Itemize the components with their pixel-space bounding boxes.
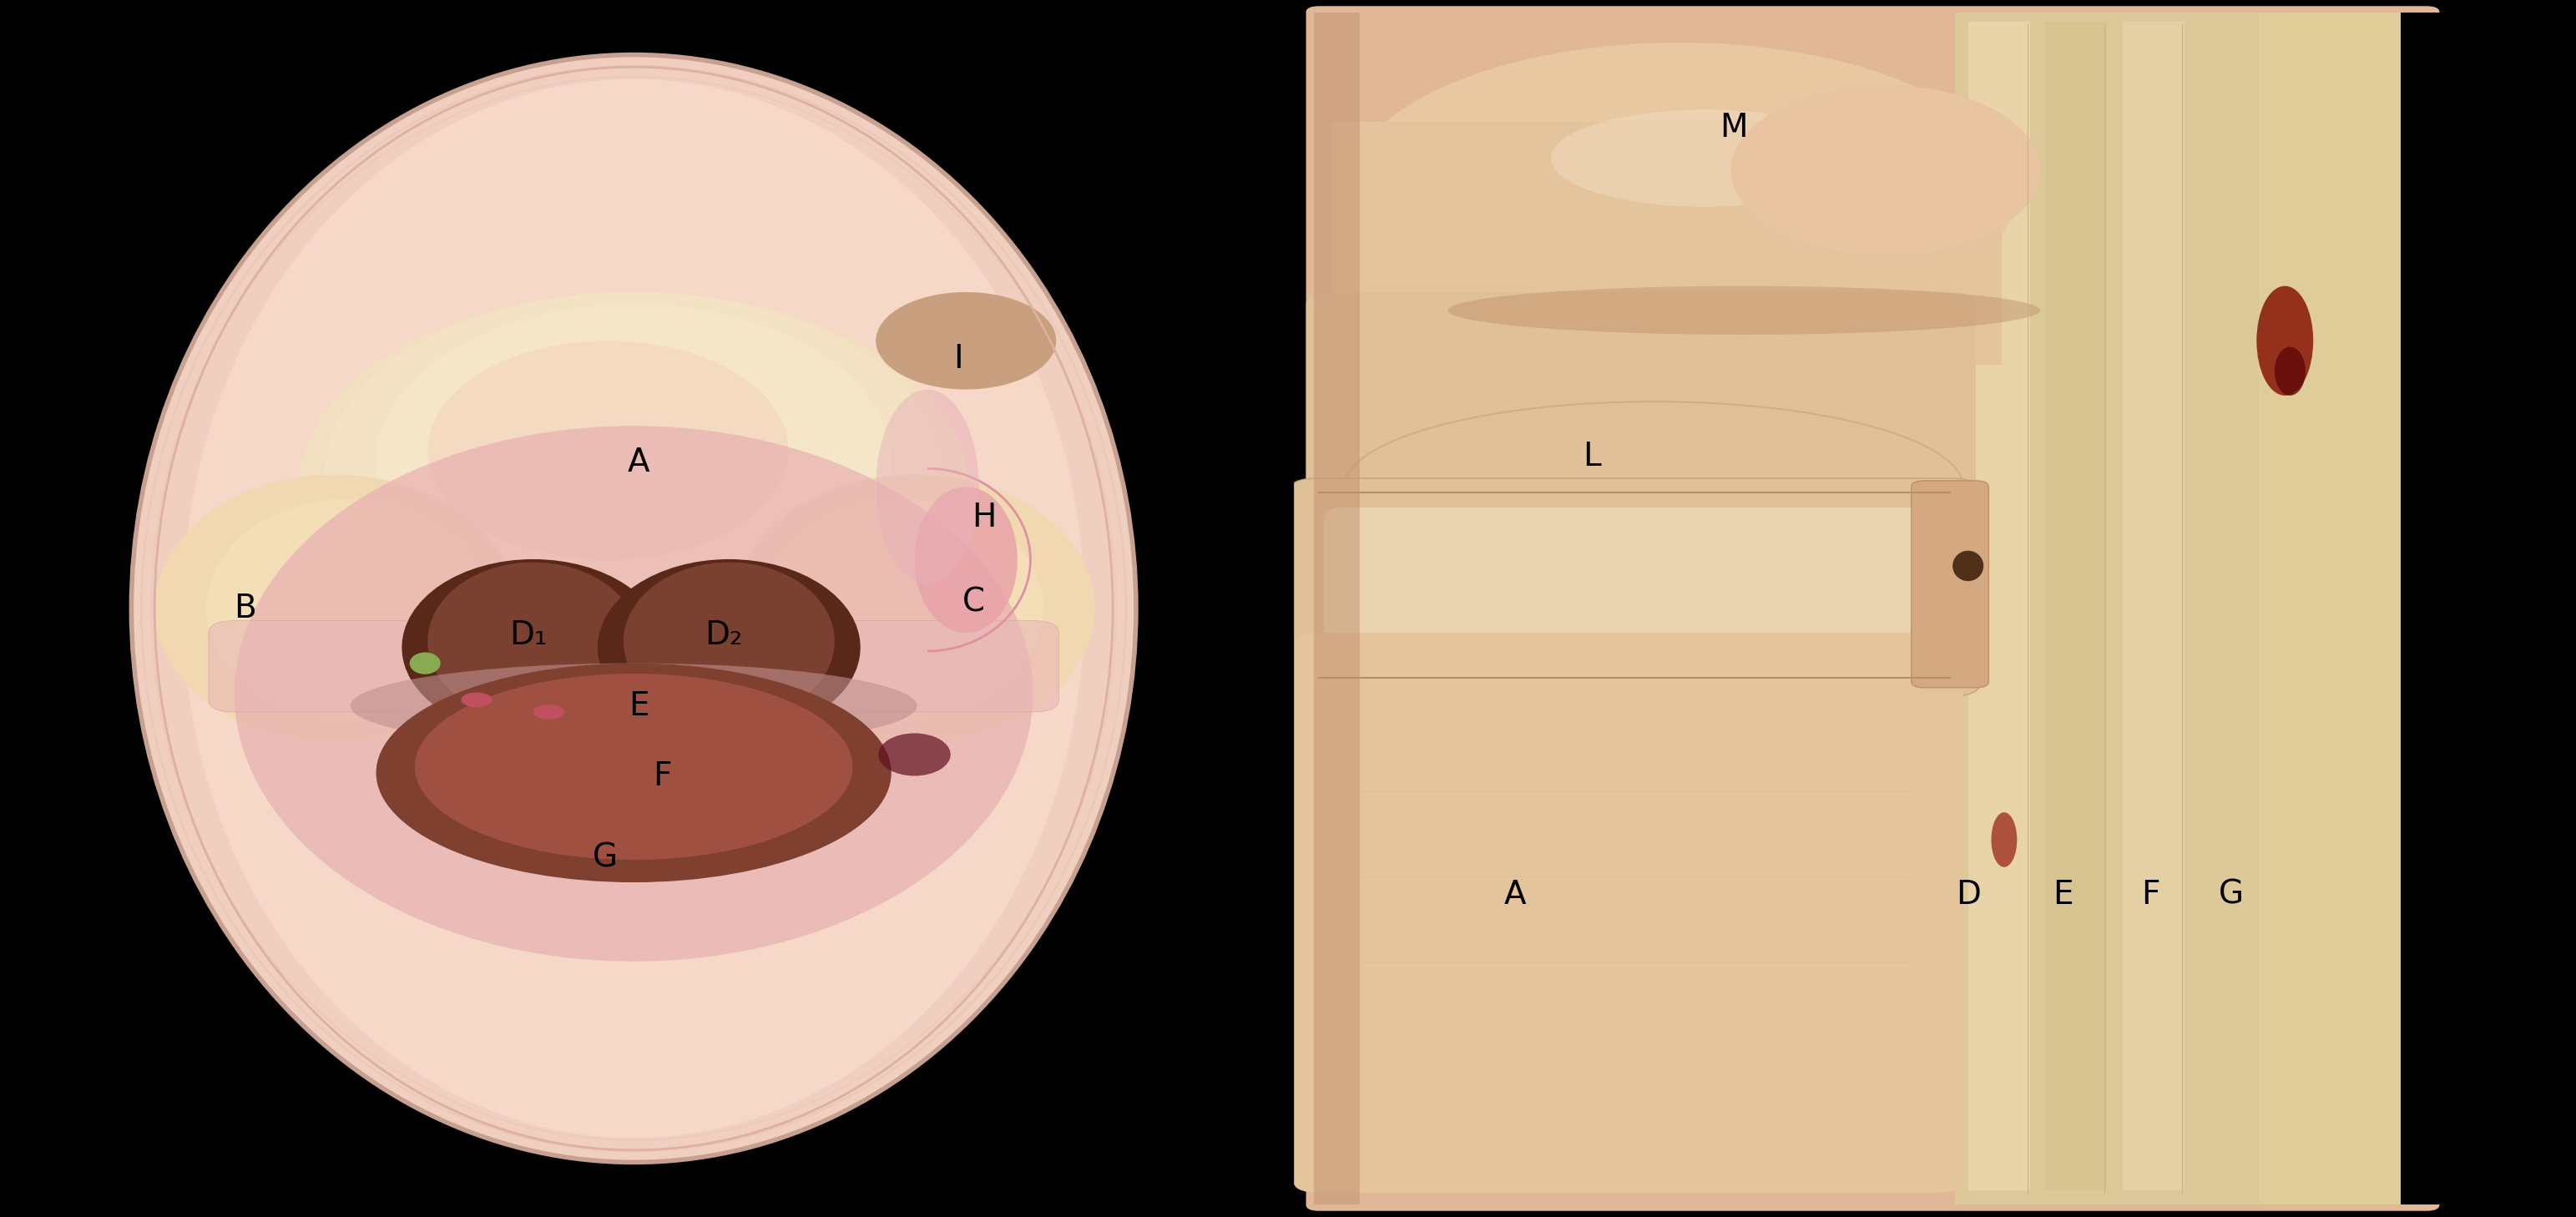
Ellipse shape — [1731, 85, 2040, 256]
Circle shape — [461, 692, 492, 707]
Ellipse shape — [428, 562, 639, 720]
FancyBboxPatch shape — [1293, 633, 1963, 1193]
Point — [1316, 869, 1347, 884]
FancyBboxPatch shape — [2123, 22, 2184, 1190]
Circle shape — [533, 705, 564, 719]
FancyBboxPatch shape — [1332, 122, 2002, 365]
Point — [1316, 784, 1347, 798]
Point — [1896, 954, 1927, 969]
Text: M: M — [1721, 112, 1747, 144]
Ellipse shape — [131, 55, 1136, 1162]
Ellipse shape — [2275, 347, 2306, 396]
Ellipse shape — [234, 426, 1033, 961]
Text: L: L — [1582, 441, 1602, 472]
FancyBboxPatch shape — [1324, 507, 1932, 673]
Point — [1896, 1039, 1927, 1054]
Text: F: F — [652, 761, 672, 792]
FancyBboxPatch shape — [2259, 12, 2401, 1205]
Ellipse shape — [1953, 550, 1984, 582]
Text: I: I — [953, 343, 963, 375]
Text: G: G — [592, 842, 618, 874]
FancyBboxPatch shape — [209, 621, 1059, 712]
FancyBboxPatch shape — [1293, 0, 2576, 1217]
Ellipse shape — [2257, 286, 2313, 396]
Ellipse shape — [350, 663, 917, 748]
Ellipse shape — [734, 475, 1095, 742]
Text: F: F — [2141, 879, 2161, 910]
Ellipse shape — [876, 389, 979, 584]
Ellipse shape — [876, 292, 1056, 389]
Ellipse shape — [1448, 286, 2040, 335]
Point — [1896, 869, 1927, 884]
Ellipse shape — [206, 499, 489, 718]
Ellipse shape — [1551, 110, 1860, 207]
Ellipse shape — [598, 560, 860, 735]
Ellipse shape — [1991, 813, 2017, 867]
FancyBboxPatch shape — [2401, 12, 2576, 1205]
Ellipse shape — [1345, 43, 2014, 347]
Point — [1316, 1039, 1347, 1054]
Ellipse shape — [914, 487, 1018, 633]
Ellipse shape — [155, 475, 515, 742]
Point — [1896, 784, 1927, 798]
Ellipse shape — [376, 304, 891, 621]
FancyBboxPatch shape — [1288, 478, 1981, 696]
FancyBboxPatch shape — [1314, 12, 1360, 1205]
FancyBboxPatch shape — [1955, 12, 2393, 1205]
FancyBboxPatch shape — [1306, 6, 2439, 1211]
Ellipse shape — [142, 66, 1126, 1151]
FancyBboxPatch shape — [2045, 22, 2107, 1190]
Ellipse shape — [878, 733, 951, 776]
Text: D₁: D₁ — [510, 619, 546, 651]
Ellipse shape — [183, 79, 1084, 1138]
FancyBboxPatch shape — [1968, 22, 2030, 1190]
Text: E: E — [2053, 879, 2074, 910]
Ellipse shape — [410, 652, 440, 674]
Text: B: B — [234, 593, 255, 624]
Text: G: G — [2218, 879, 2244, 910]
Ellipse shape — [376, 663, 891, 882]
Ellipse shape — [325, 292, 943, 657]
FancyBboxPatch shape — [1306, 292, 1976, 560]
Text: A: A — [1504, 879, 1525, 910]
Ellipse shape — [152, 77, 1115, 1140]
Text: C: C — [963, 587, 984, 618]
FancyBboxPatch shape — [2195, 22, 2257, 1190]
Point — [1316, 954, 1347, 969]
Text: E: E — [629, 690, 649, 722]
Ellipse shape — [299, 292, 969, 682]
Ellipse shape — [402, 560, 665, 735]
Text: H: H — [971, 501, 997, 533]
Text: A: A — [629, 447, 649, 478]
Text: D₂: D₂ — [706, 619, 742, 651]
Ellipse shape — [623, 562, 835, 720]
Ellipse shape — [760, 499, 1043, 718]
Text: D: D — [1955, 879, 1981, 910]
FancyBboxPatch shape — [1911, 481, 1989, 688]
Ellipse shape — [428, 341, 788, 560]
Ellipse shape — [415, 674, 853, 859]
